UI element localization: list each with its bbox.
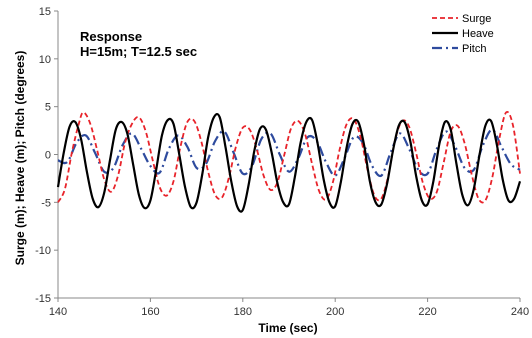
series-line-heave bbox=[56, 112, 522, 213]
legend-label-pitch: Pitch bbox=[462, 43, 486, 55]
y-tick-label: 5 bbox=[45, 102, 51, 114]
x-tick-label: 140 bbox=[49, 306, 67, 318]
y-tick-label: -15 bbox=[35, 293, 51, 305]
legend-label-heave: Heave bbox=[462, 28, 494, 40]
y-tick-label: 10 bbox=[39, 54, 51, 66]
series-layer bbox=[56, 111, 522, 213]
y-tick-label: 15 bbox=[39, 6, 51, 18]
y-axis-title: Surge (m); Heave (m); Pitch (degrees) bbox=[13, 51, 27, 266]
legend-label-surge: Surge bbox=[462, 13, 491, 25]
series-line-pitch bbox=[57, 128, 521, 178]
y-tick-label: -10 bbox=[35, 245, 51, 257]
legend: Surge Heave Pitch bbox=[432, 13, 494, 55]
x-axis-ticks: 140 160 180 200 220 240 bbox=[49, 298, 529, 318]
x-tick-label: 200 bbox=[326, 306, 344, 318]
y-tick-label: 0 bbox=[45, 150, 51, 162]
y-axis-ticks: -15 -10 -5 0 5 10 15 bbox=[35, 6, 58, 305]
x-tick-label: 160 bbox=[141, 306, 159, 318]
x-tick-label: 220 bbox=[418, 306, 436, 318]
annotation-conditions: H=15m; T=12.5 sec bbox=[80, 44, 197, 59]
series-line-surge bbox=[57, 111, 521, 204]
x-tick-label: 180 bbox=[234, 306, 252, 318]
x-axis-title: Time (sec) bbox=[258, 321, 317, 335]
y-tick-label: -5 bbox=[41, 197, 51, 209]
annotation-response: Response bbox=[80, 29, 142, 44]
x-tick-label: 240 bbox=[511, 306, 529, 318]
